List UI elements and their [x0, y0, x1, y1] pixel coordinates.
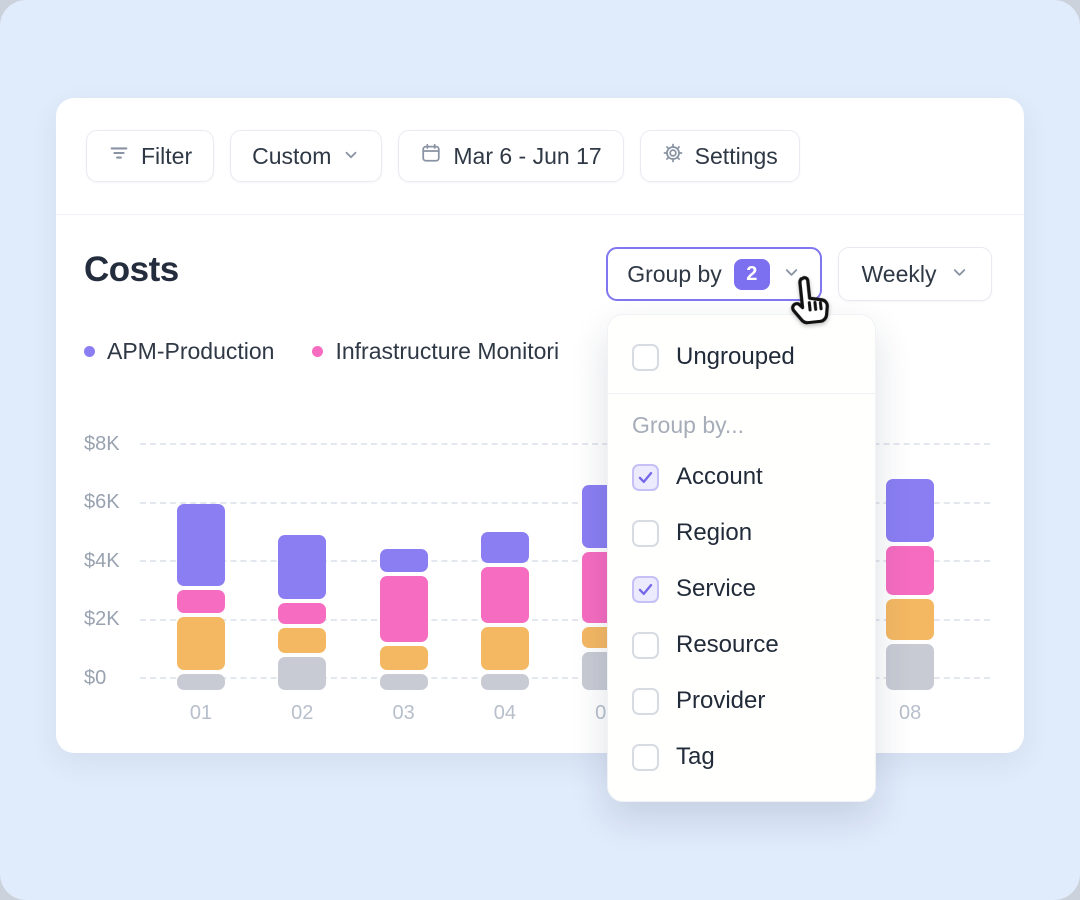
gridline-dash [140, 677, 990, 679]
y-axis-tick: $4K [84, 549, 120, 572]
legend-label: Infrastructure Monitori [335, 338, 560, 364]
gear-icon [662, 142, 684, 170]
y-axis-tick: $2K [84, 608, 120, 630]
x-axis-label: 03 [392, 702, 415, 724]
interval-dropdown-button[interactable]: Weekly [838, 247, 992, 301]
gridline: $8K [84, 433, 990, 455]
dropdown-item-label: Ungrouped [676, 343, 795, 370]
bar-segment-unlabeled-gray[interactable] [177, 673, 225, 690]
gridline: $4K [84, 550, 990, 572]
dropdown-item-label: Resource [676, 631, 779, 658]
bar-segment-unlabeled-orange[interactable] [480, 626, 529, 670]
dropdown-item-label: Provider [676, 687, 766, 714]
date-range-button[interactable]: Mar 6 - Jun 17 [398, 130, 624, 182]
bar-segment-apm-production[interactable] [278, 534, 327, 600]
filter-lines-icon [108, 142, 130, 170]
y-axis-tick: $0 [84, 666, 107, 689]
bar-segment-unlabeled-orange[interactable] [177, 616, 225, 670]
bar-segment-infrastructure-monitoring[interactable] [379, 575, 428, 642]
dropdown-item-label: Tag [676, 743, 715, 770]
bar-segment-unlabeled-gray[interactable] [480, 673, 529, 690]
bar-segment-apm-production[interactable] [177, 503, 225, 587]
bar-segment-infrastructure-monitoring[interactable] [177, 590, 225, 613]
y-axis-tick: $8K [84, 432, 120, 455]
legend-label: APM-Production [107, 338, 275, 364]
filter-button[interactable]: Filter [86, 130, 215, 182]
menu-divider [608, 393, 875, 394]
bar-segment-unlabeled-orange[interactable] [278, 628, 327, 654]
toolbar: Filter Custom [56, 98, 1024, 215]
gridline-dash [140, 501, 990, 504]
interval-label: Weekly [861, 260, 937, 287]
bar-segment-infrastructure-monitoring[interactable] [278, 603, 327, 625]
settings-button[interactable]: Settings [639, 130, 800, 182]
filter-button-label: Filter [141, 142, 193, 169]
bar-segment-unlabeled-gray[interactable] [886, 644, 935, 690]
bar-segment-unlabeled-gray[interactable] [379, 673, 428, 690]
dropdown-item-label: Service [676, 575, 757, 602]
date-range-label: Mar 6 - Jun 17 [453, 142, 602, 169]
x-axis-label: 01 [189, 702, 213, 724]
checkbox-ungrouped[interactable] [632, 343, 659, 371]
chart-legend: APM-Production Infrastructure Monitori [84, 338, 559, 365]
group-by-dropdown-button[interactable]: Group by 2 [606, 247, 822, 301]
legend-item[interactable]: APM-Production [84, 338, 274, 365]
dropdown-item-region[interactable]: Region [608, 505, 875, 561]
group-by-label: Group by [627, 260, 722, 287]
checkbox-tag[interactable] [632, 743, 659, 771]
custom-range-dropdown[interactable]: Custom [230, 130, 383, 182]
x-axis-label: 04 [493, 702, 517, 724]
y-axis-tick: $6K [84, 491, 120, 513]
gridline-dash [140, 618, 990, 621]
dropdown-item-tag[interactable]: Tag [608, 729, 875, 785]
chevron-down-icon [342, 143, 360, 170]
group-by-count-badge: 2 [733, 258, 770, 290]
checkbox-provider[interactable] [632, 687, 659, 715]
checkbox-account[interactable] [632, 463, 659, 491]
gridline: $0 [84, 667, 990, 689]
dropdown-item-label: Account [676, 463, 763, 490]
bar-segment-unlabeled-orange[interactable] [379, 645, 428, 670]
bar-segment-apm-production[interactable] [886, 479, 935, 543]
custom-dropdown-label: Custom [252, 142, 332, 169]
checkbox-resource[interactable] [632, 631, 659, 659]
x-axis-label: 08 [898, 702, 922, 724]
gridline-dash [140, 443, 990, 445]
gridline: $2K [84, 608, 990, 631]
dropdown-item-label: Region [676, 519, 753, 546]
checkbox-service[interactable] [632, 575, 659, 603]
checkbox-region[interactable] [632, 519, 659, 547]
bar-segment-infrastructure-monitoring[interactable] [886, 546, 935, 595]
chevron-down-icon [950, 261, 969, 288]
bar-segment-infrastructure-monitoring[interactable] [480, 566, 529, 623]
dropdown-item-service[interactable]: Service [608, 561, 875, 617]
bar-segment-unlabeled-gray[interactable] [278, 657, 327, 690]
chevron-down-icon [782, 261, 801, 288]
gridline: $6K [84, 491, 990, 514]
x-axis-label: 02 [291, 702, 314, 724]
group-by-menu: Ungrouped Group by... Account Region Ser… [607, 314, 876, 802]
bar-segment-apm-production[interactable] [480, 531, 529, 563]
dropdown-item-resource[interactable]: Resource [608, 617, 875, 673]
bar-segment-apm-production[interactable] [379, 549, 428, 572]
legend-dot-icon [84, 346, 95, 357]
dropdown-item-ungrouped[interactable]: Ungrouped [608, 333, 875, 381]
dropdown-item-account[interactable]: Account [608, 449, 875, 505]
page-title: Costs [84, 250, 179, 289]
menu-section-label: Group by... [632, 412, 745, 438]
legend-dot-icon [312, 346, 324, 357]
gridline-dash [140, 560, 990, 562]
dropdown-item-provider[interactable]: Provider [608, 673, 875, 729]
legend-item[interactable]: Infrastructure Monitori [312, 338, 559, 365]
calendar-icon [420, 142, 442, 170]
bar-segment-unlabeled-orange[interactable] [886, 599, 935, 641]
settings-button-label: Settings [694, 142, 778, 169]
